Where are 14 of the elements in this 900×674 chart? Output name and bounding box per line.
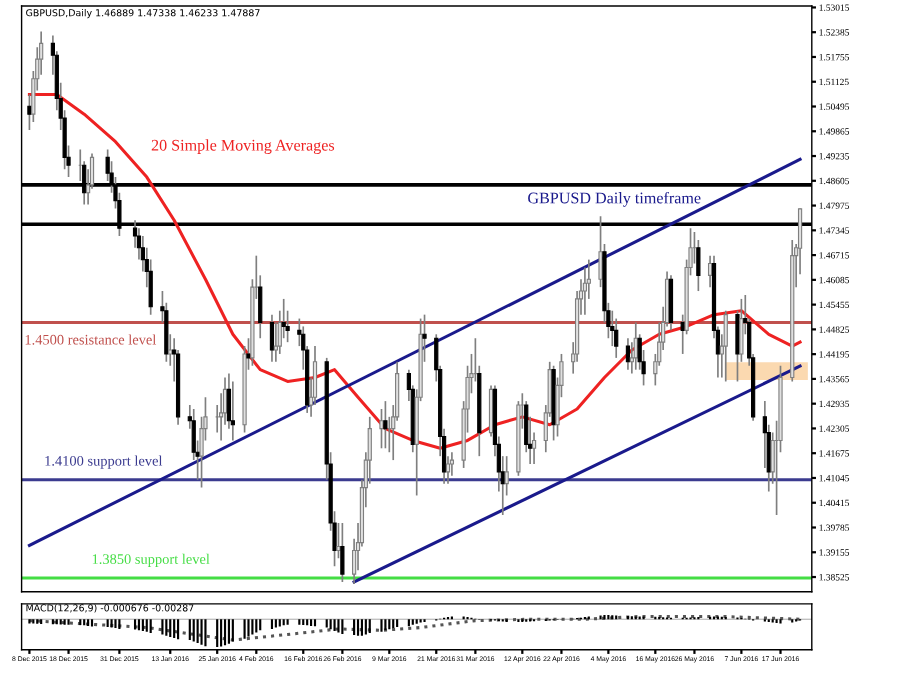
candlestick: [449, 451, 455, 477]
candlestick: [696, 239, 701, 292]
candlestick: [383, 400, 388, 450]
candlestick: [269, 313, 275, 363]
candlestick: [379, 408, 384, 450]
candlestick: [668, 274, 674, 332]
candlestick: [614, 317, 619, 359]
annotation: 20 Simple Moving Averages: [151, 139, 335, 154]
candlestick: [625, 337, 631, 371]
annotation: GBPUSD Daily timeframe: [528, 191, 701, 207]
candlestick: [230, 380, 235, 442]
candlestick: [723, 309, 728, 383]
candlestick: [340, 522, 345, 583]
candlestick: [582, 266, 588, 316]
